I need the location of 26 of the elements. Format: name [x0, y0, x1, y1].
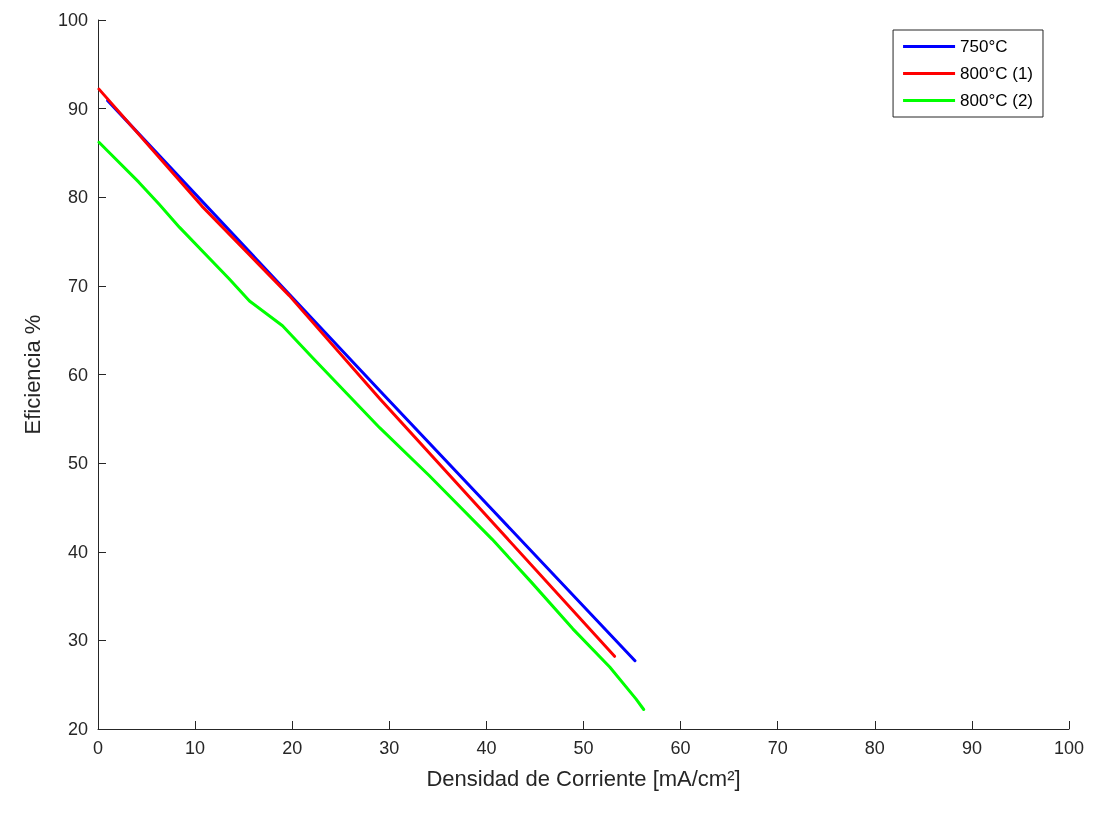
- legend-label: 750°C: [960, 37, 1008, 56]
- x-tick-label: 60: [670, 738, 691, 758]
- y-tick-label: 20: [67, 719, 88, 739]
- y-tick-label: 50: [67, 453, 88, 474]
- x-tick-label: 100: [1053, 738, 1085, 758]
- legend-label: 800°C (1): [960, 64, 1034, 83]
- y-tick-label: 90: [67, 98, 88, 119]
- y-tick-label: 30: [67, 630, 88, 651]
- y-axis-title: Eficiencia %: [19, 314, 45, 435]
- line-series: [97, 140, 646, 711]
- y-tick-label: 100: [57, 10, 88, 30]
- x-tick-label: 80: [864, 738, 885, 758]
- y-tick-label: 80: [67, 187, 88, 208]
- y-tick-label: 40: [67, 541, 88, 562]
- x-tick-label: 90: [961, 738, 982, 758]
- x-tick-label: 30: [379, 738, 400, 758]
- x-tick-label: 0: [92, 738, 104, 758]
- x-axis-title: Densidad de Corriente [mA/cm²]: [426, 765, 741, 791]
- x-tick-label: 20: [282, 738, 303, 758]
- y-tick-label: 60: [67, 364, 88, 385]
- x-tick-label: 50: [573, 738, 594, 758]
- y-tick-label: 70: [67, 275, 88, 296]
- x-tick-label: 70: [767, 738, 788, 758]
- x-tick-label: 10: [185, 738, 206, 758]
- x-tick-label: 40: [476, 738, 497, 758]
- legend-label: 800°C (2): [960, 91, 1034, 110]
